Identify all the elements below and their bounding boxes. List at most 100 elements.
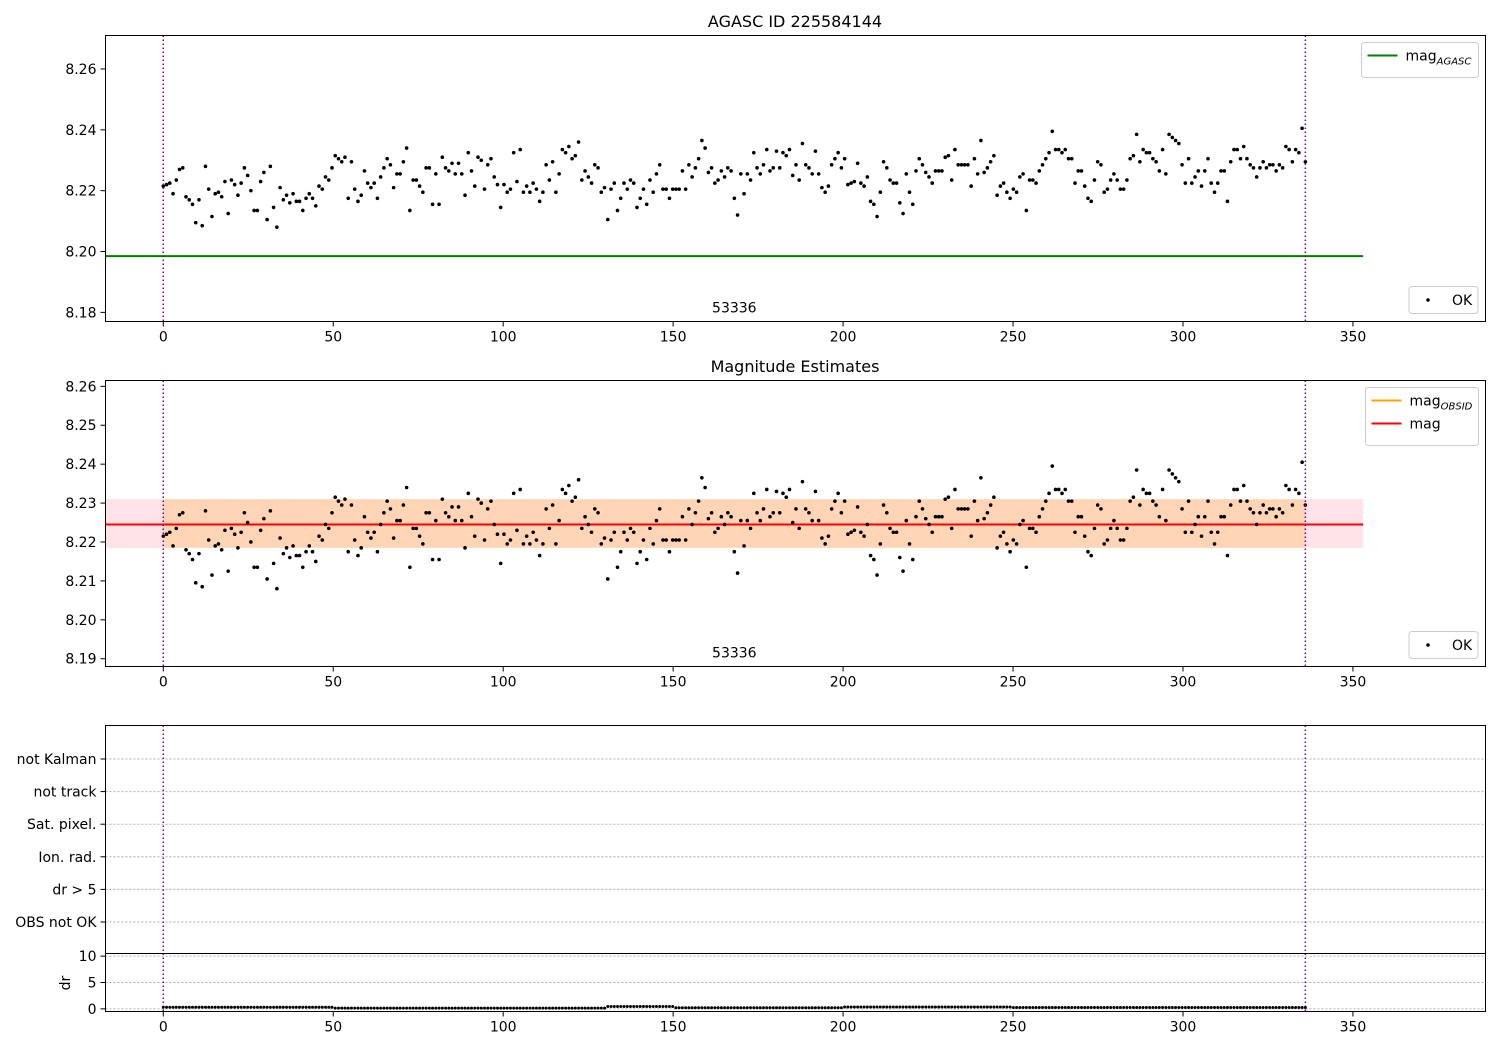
dr-data-point [405, 1006, 409, 1010]
panel2-data-point [774, 489, 779, 494]
dr-data-point [424, 1006, 428, 1010]
panel1-y-tick-label: 8.20 [65, 245, 96, 261]
panel1-data-point [210, 214, 214, 219]
panel1-data-point [849, 181, 853, 185]
dr-data-point [551, 1006, 555, 1010]
panel1-data-point [180, 166, 185, 170]
panel2-data-point [531, 530, 535, 535]
panel1-data-point [450, 161, 454, 166]
panel1-data-point [443, 166, 448, 170]
panel2-data-point [1011, 538, 1016, 542]
flag-label: Sat. pixel. [27, 817, 96, 833]
panel2-data-point [972, 499, 977, 503]
dr-data-point [272, 1005, 276, 1009]
panel1-data-point [177, 167, 182, 172]
panel2-data-point [677, 538, 681, 542]
panel1-data-point [1225, 199, 1230, 204]
panel1-data-point [1034, 181, 1038, 185]
panel1-data-point [609, 187, 613, 191]
panel2-data-point [859, 530, 863, 535]
panel2-data-point [739, 518, 743, 523]
dr-data-point [489, 1006, 493, 1010]
dr-data-point [385, 1006, 389, 1010]
panel1-data-point [544, 163, 548, 167]
panel2-data-point [1271, 507, 1275, 511]
dr-data-point [667, 1004, 671, 1008]
dr-data-point [700, 1006, 704, 1010]
panel2-data-point [910, 557, 915, 562]
dr-data-point [963, 1005, 967, 1009]
dr-data-point [1109, 1006, 1113, 1010]
panel2-data-point [716, 526, 720, 531]
panel1-data-point [628, 178, 633, 182]
panel2-data-point [485, 507, 490, 511]
panel2-data-point [570, 499, 574, 503]
panel2-y-tick-label: 8.26 [65, 379, 96, 395]
panel2-data-point [430, 557, 435, 562]
dr-data-point [534, 1006, 538, 1010]
dr-data-point [1251, 1006, 1255, 1010]
dr-data-point [200, 1005, 204, 1009]
panel1-data-point [174, 178, 179, 182]
dr-data-point [625, 1004, 629, 1008]
dr-data-point [755, 1006, 759, 1010]
panel2-data-point [995, 546, 999, 550]
dr-data-point [418, 1006, 422, 1010]
dr-data-point [765, 1006, 769, 1010]
dr-data-point [716, 1006, 720, 1010]
panel2-data-point [1027, 526, 1032, 531]
dr-data-point [1054, 1006, 1058, 1010]
panel1-data-point [833, 156, 837, 161]
panel1-data-point [946, 153, 951, 158]
panel2-data-point [339, 503, 344, 507]
dr-data-point [1157, 1006, 1161, 1010]
panel2-x-tick-label: 250 [1000, 675, 1027, 691]
panel1-data-point [1267, 163, 1272, 167]
panel2-data-point [313, 559, 318, 564]
panel2-data-point [284, 546, 289, 550]
panel1-data-point [563, 150, 568, 155]
panel1-data-point [284, 193, 289, 198]
panel1-data-point [447, 169, 451, 173]
panel1-data-point [190, 202, 195, 207]
dr-data-point [1219, 1006, 1223, 1010]
panel2-data-point [1008, 549, 1012, 554]
panel1-data-point [349, 159, 354, 164]
panel2-data-point [846, 532, 850, 537]
flags-panel: not Kalman not track Sat. pixel. Ion. rad. d… [15, 725, 1486, 1036]
dr-data-point [654, 1004, 658, 1008]
panel1-data-point [1105, 187, 1110, 191]
dr-data-point [311, 1005, 315, 1009]
panel1-data-point [674, 187, 678, 191]
panel3-x-tick-label: 0 [159, 1020, 168, 1036]
panel1-data-point [307, 191, 312, 196]
dr-data-point [567, 1006, 571, 1010]
panel1-data-point [339, 159, 344, 164]
panel1-data-point [330, 166, 334, 170]
panel1-data-point [417, 184, 422, 188]
dr-data-point [593, 1006, 597, 1010]
dr-data-point [1216, 1006, 1220, 1010]
panel2-data-point [203, 509, 208, 513]
panel2-data-point [537, 553, 542, 558]
panel2-data-point [1095, 503, 1100, 507]
panel2-data-point [524, 534, 529, 538]
panel2-data-point [554, 542, 558, 546]
panel1-x-tick-label: 250 [1000, 330, 1027, 346]
dr-data-point [771, 1006, 775, 1010]
panel1-data-point [618, 196, 623, 201]
panel1-data-point [1154, 159, 1158, 164]
panel1-data-point [359, 193, 363, 198]
panel1-data-point [1180, 163, 1184, 167]
dr-data-point [904, 1005, 908, 1009]
panel2-data-point [930, 530, 935, 535]
panel2-data-point [164, 532, 169, 537]
panel2-data-point [521, 542, 526, 546]
panel1-data-point [378, 175, 383, 179]
panel1-data-point [927, 175, 931, 179]
panel1-data-point [1008, 196, 1012, 201]
panel1-data-point [859, 181, 863, 185]
panel2-data-point [1300, 460, 1304, 465]
panel2-data-point [1183, 530, 1188, 535]
panel1-data-point [369, 185, 373, 190]
